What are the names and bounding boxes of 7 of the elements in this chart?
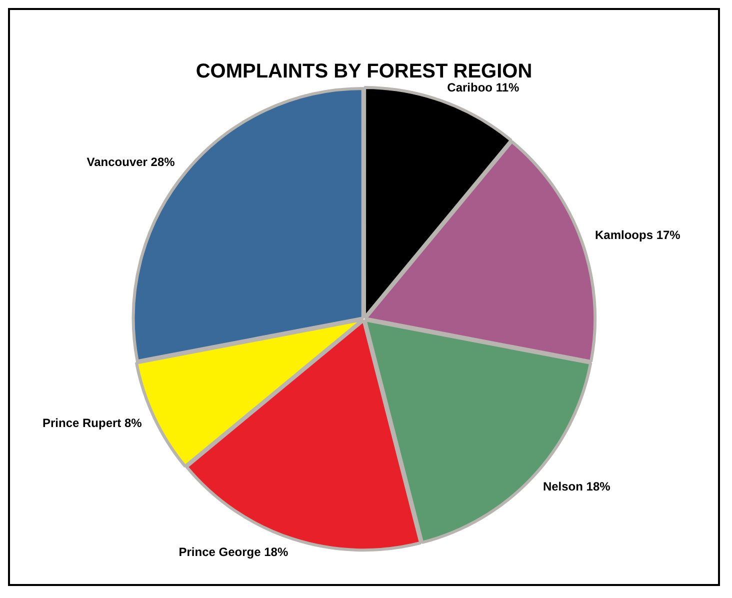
slice-label: Kamloops 17%: [594, 228, 681, 242]
chart-title: COMPLAINTS BY FOREST REGION: [196, 60, 532, 83]
slice-label: Vancouver 28%: [86, 154, 176, 169]
slice-label: Nelson 18%: [542, 479, 611, 494]
slice-label: Prince Rupert 8%: [42, 416, 142, 430]
slice-label: Cariboo 11%: [447, 80, 520, 94]
slice-label: Prince George 18%: [178, 544, 288, 559]
